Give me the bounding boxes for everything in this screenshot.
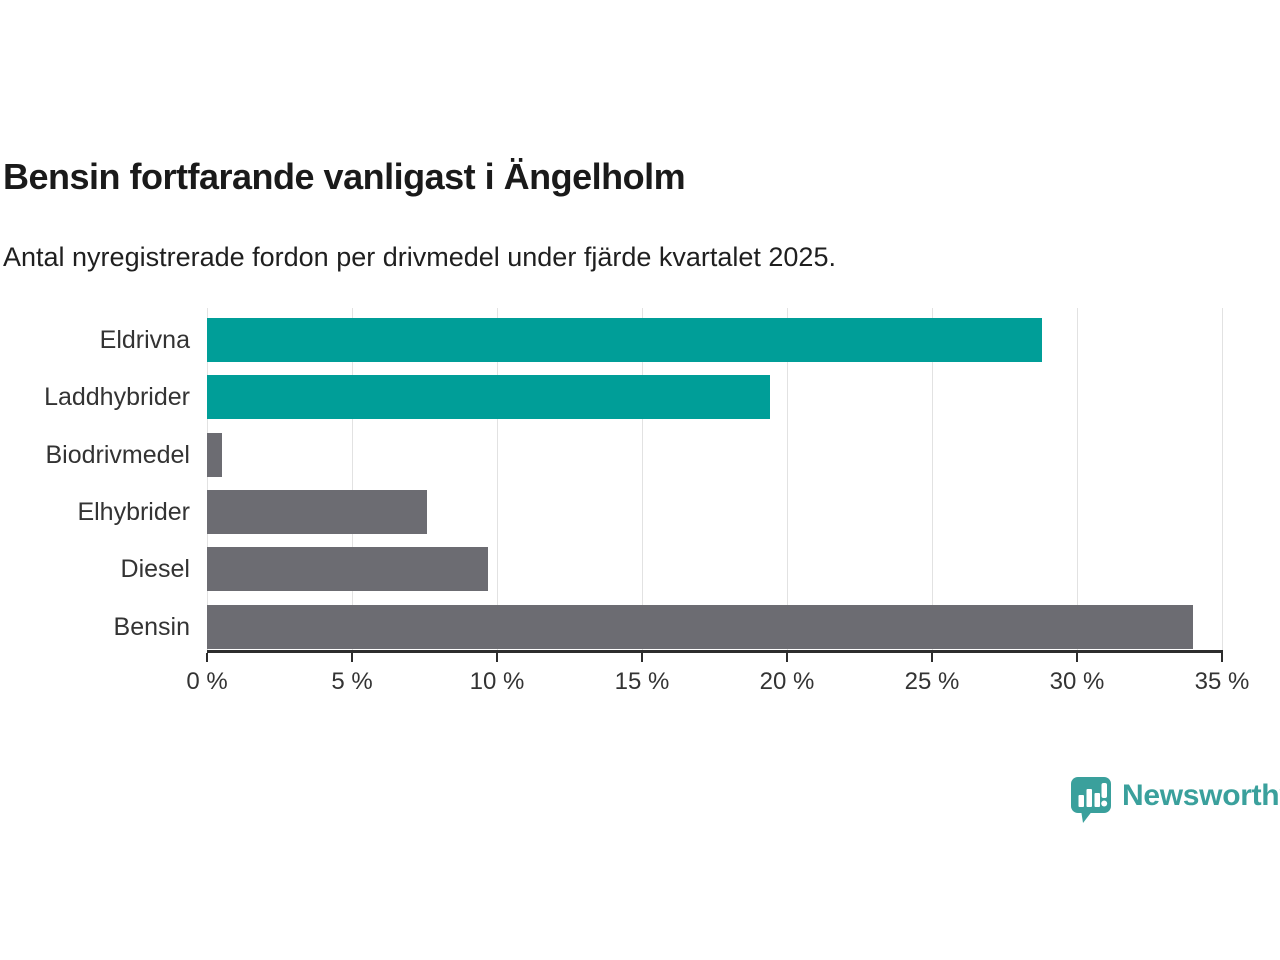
gridline <box>1077 308 1078 651</box>
page-title: Bensin fortfarande vanligast i Ängelholm <box>3 156 686 197</box>
newsworthy-logo-text: Newsworthy <box>1122 779 1280 812</box>
category-axis: Eldrivna Laddhybrider Biodrivmedel Elhybrid… <box>0 308 190 651</box>
page-subtitle: Antal nyregistrerade fordon per drivmede… <box>3 242 836 272</box>
bar-laddhybrider <box>207 375 770 420</box>
gridline <box>497 308 498 651</box>
bar-elhybrider <box>207 489 428 534</box>
x-axis-tick <box>1076 653 1078 662</box>
category-label-bensin: Bensin <box>113 612 190 641</box>
x-axis-tick <box>786 653 788 662</box>
x-axis-tick <box>1221 653 1223 662</box>
x-axis-tick <box>351 653 353 662</box>
x-axis-tick-label: 0 % <box>186 668 228 695</box>
gridline <box>932 308 933 651</box>
x-axis-tick-label: 30 % <box>1049 668 1105 695</box>
x-axis-tick <box>641 653 643 662</box>
newsworthy-logo-icon <box>1071 777 1111 823</box>
x-axis-line <box>207 650 1223 653</box>
gridline <box>642 308 643 651</box>
bar-diesel <box>207 547 489 592</box>
x-axis-tick <box>931 653 933 662</box>
x-axis-tick-label: 35 % <box>1194 668 1250 695</box>
gridline <box>1222 308 1223 651</box>
bar-biodrivmedel <box>207 432 222 477</box>
x-axis-tick-label: 5 % <box>331 668 373 695</box>
x-axis-tick-label: 25 % <box>904 668 960 695</box>
x-axis-tick-label: 15 % <box>614 668 670 695</box>
category-label-biodrivmedel: Biodrivmedel <box>45 440 190 469</box>
category-label-elhybrider: Elhybrider <box>77 497 190 526</box>
bar-bensin <box>207 604 1193 649</box>
category-label-laddhybrider: Laddhybrider <box>44 383 190 412</box>
x-axis-tick <box>206 653 208 662</box>
gridline <box>207 308 208 651</box>
newsworthy-logo: Newsworthy <box>1070 776 1280 824</box>
gridline <box>352 308 353 651</box>
category-label-diesel: Diesel <box>120 555 190 584</box>
x-axis-tick-label: 10 % <box>469 668 525 695</box>
x-axis: 0 % 5 % 10 % 15 % 20 % 25 % 30 % 35 % <box>186 650 1249 710</box>
plot-area <box>207 308 1223 651</box>
gridline <box>787 308 788 651</box>
bar-eldrivna <box>207 318 1043 362</box>
category-label-eldrivna: Eldrivna <box>99 326 190 354</box>
x-axis-tick-label: 20 % <box>759 668 815 695</box>
x-axis-tick <box>496 653 498 662</box>
